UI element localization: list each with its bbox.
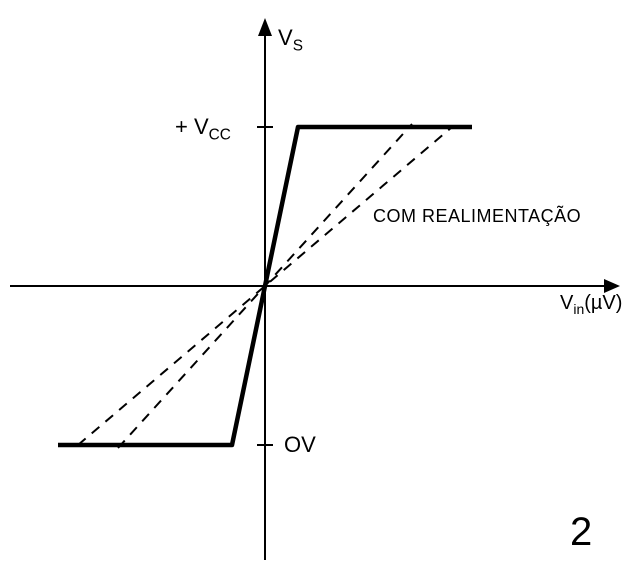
feedback-text: COM REALIMENTAÇÃO	[373, 206, 581, 226]
chart-container: VS + VCC OV COM REALIMENTAÇÃO Vin(µV) 2	[0, 0, 633, 572]
feedback-label: COM REALIMENTAÇÃO	[373, 206, 581, 227]
figure-number-text: 2	[570, 510, 592, 554]
x-axis-label-unit: (µV)	[584, 292, 622, 314]
x-axis-label: Vin(µV)	[560, 292, 622, 317]
y-axis-arrowhead	[258, 18, 272, 36]
y-high-label: + VCC	[175, 114, 231, 144]
chart-svg	[0, 0, 633, 572]
x-axis-label-sub: in	[573, 301, 584, 317]
x-axis-label-main: V	[560, 292, 573, 314]
y-axis-label-sub: S	[293, 37, 303, 54]
y-low-text: OV	[284, 432, 316, 457]
y-high-main: + V	[175, 114, 209, 139]
y-axis-label: VS	[278, 25, 303, 55]
y-high-sub: CC	[209, 126, 231, 143]
y-low-label: OV	[284, 432, 316, 458]
figure-number: 2	[570, 510, 592, 555]
x-axis-arrowhead	[604, 279, 620, 293]
y-axis-label-main: V	[278, 25, 293, 50]
